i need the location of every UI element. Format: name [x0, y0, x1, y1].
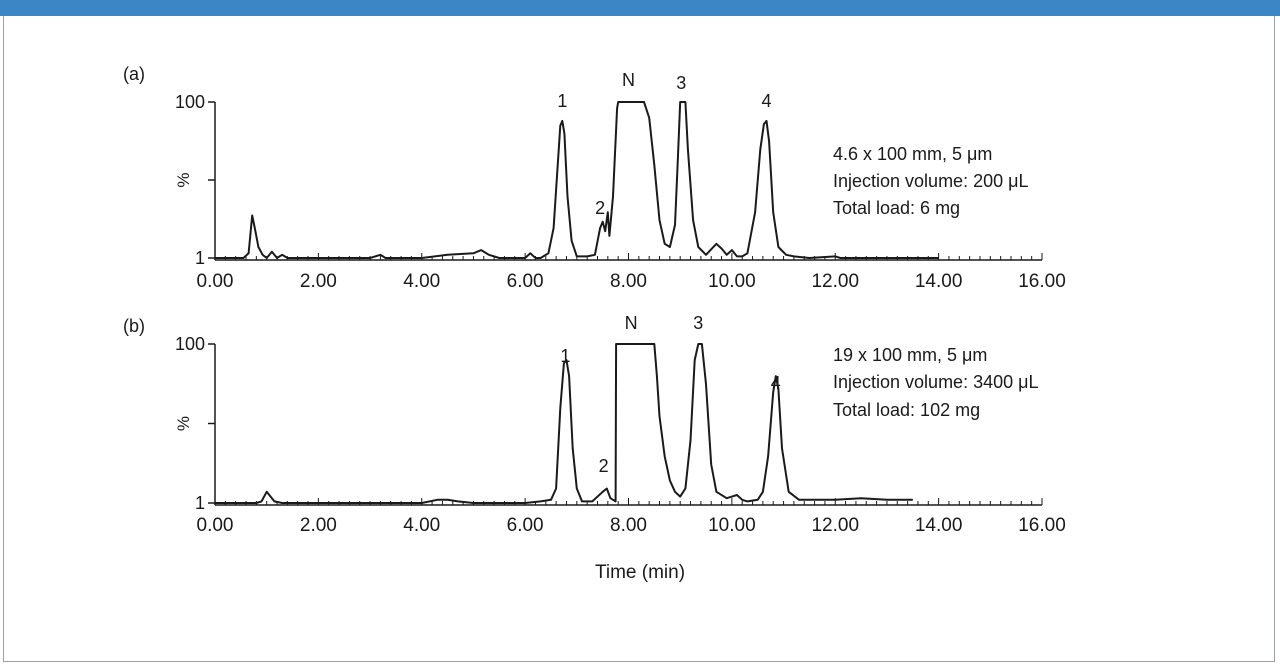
peak-label: N: [625, 313, 638, 333]
x-tick-label: 10.00: [708, 515, 756, 536]
x-tick-label: 0.00: [197, 515, 234, 536]
x-tick-label: 2.00: [300, 515, 337, 536]
x-tick-label: 8.00: [610, 271, 647, 292]
panel-label: (b): [123, 316, 145, 336]
panel-label: (a): [123, 64, 145, 84]
peak-label: N: [622, 70, 635, 90]
y-tick-label: 100: [175, 334, 205, 354]
y-tick-label: 100: [175, 92, 205, 112]
peak-label: 3: [693, 313, 703, 333]
chromatogram-panel-a: (a)100%10.00 2.00 4.00 6.00 8.00 10.00 12.00 14…: [123, 64, 1066, 292]
figure-frame: [3, 16, 1275, 662]
column-info-text: Injection volume: 200 μL: [833, 171, 1029, 191]
x-tick-label: 14.00: [915, 271, 963, 292]
x-tick-label: 12.00: [811, 271, 859, 292]
peak-label: 2: [599, 456, 609, 476]
x-tick-label: 4.00: [403, 271, 440, 292]
peak-label: 4: [761, 91, 771, 111]
chromatogram-panel-b: (b)100%10.00 2.00 4.00 6.00 8.00 10.00 12.00 14…: [123, 313, 1066, 536]
column-info-text: 4.6 x 100 mm, 5 μm: [833, 144, 992, 164]
y-axis-label: %: [174, 416, 193, 431]
peak-label: 3: [676, 73, 686, 93]
column-info-text: Total load: 102 mg: [833, 400, 980, 420]
column-info-text: Injection volume: 3400 μL: [833, 372, 1039, 392]
x-tick-label: 16.00: [1018, 271, 1066, 292]
y-tick-label: 1: [195, 248, 205, 268]
peak-label: 4: [771, 373, 781, 393]
chromatogram-trace: [215, 343, 913, 504]
chromatogram-trace: [215, 101, 939, 259]
x-tick-label: 10.00: [708, 271, 756, 292]
y-tick-label: 1: [195, 493, 205, 513]
x-tick-label: 14.00: [915, 515, 963, 536]
column-info-text: 19 x 100 mm, 5 μm: [833, 345, 987, 365]
x-tick-label: 6.00: [507, 515, 544, 536]
x-tick-label: 0.00: [197, 271, 234, 292]
top-accent-bar: [0, 0, 1280, 16]
peak-label: 1: [557, 91, 567, 111]
x-tick-label: 2.00: [300, 271, 337, 292]
x-tick-label: 4.00: [403, 515, 440, 536]
column-info-text: Total load: 6 mg: [833, 198, 960, 218]
y-axis-label: %: [174, 172, 193, 187]
peak-label: 1: [560, 346, 570, 366]
x-axis-label: Time (min): [595, 562, 685, 583]
x-tick-label: 12.00: [811, 515, 859, 536]
x-tick-label: 6.00: [507, 271, 544, 292]
x-tick-label: 8.00: [610, 515, 647, 536]
peak-label: 2: [595, 198, 605, 218]
x-tick-label: 16.00: [1018, 515, 1066, 536]
